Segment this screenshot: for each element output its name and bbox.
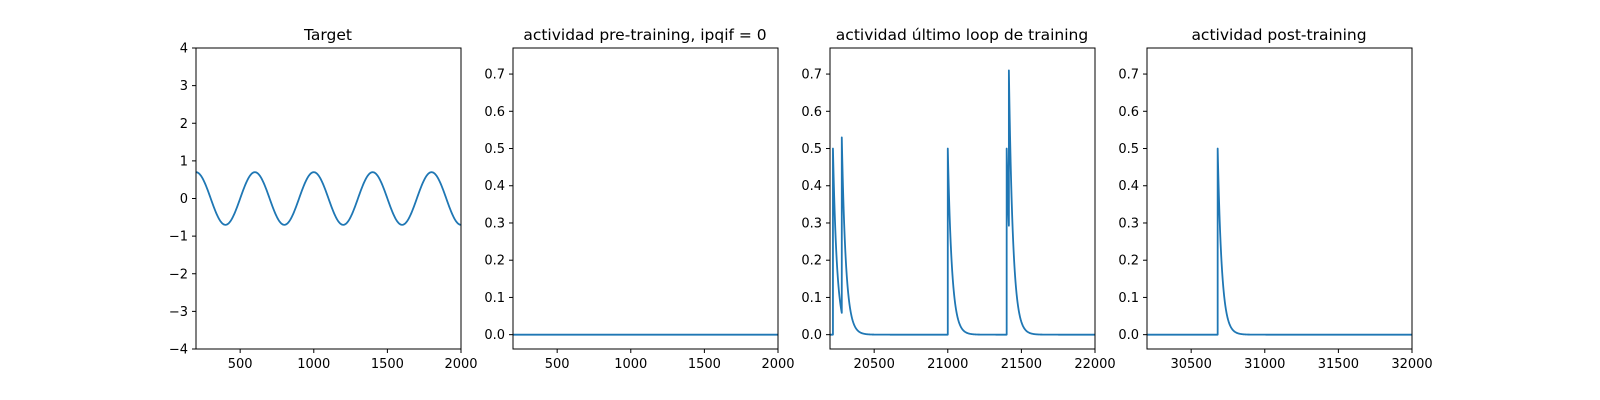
y-tick-label: 0.6 — [801, 105, 822, 120]
y-tick-label: 0.2 — [484, 254, 505, 269]
y-tick-label: 0.5 — [484, 142, 505, 157]
series-line — [830, 69, 1095, 336]
panel-title: actividad pre-training, ipqif = 0 — [523, 26, 766, 44]
y-tick-label: 0.4 — [484, 179, 505, 194]
series-line — [196, 171, 461, 226]
y-tick-label: 0.1 — [801, 291, 822, 306]
y-tick-label: 0.2 — [801, 254, 822, 269]
y-tick-label: 0.6 — [484, 105, 505, 120]
x-tick-label: 1500 — [688, 357, 721, 372]
y-tick-label: 2 — [180, 117, 188, 132]
x-tick-label: 2000 — [761, 357, 794, 372]
target-panel: Target 500 1000 1500 2000 −4 −3 −2 −1 0 1 2 3 4 — [169, 26, 478, 372]
x-tick-label: 30500 — [1170, 357, 1211, 372]
y-tick-label: 0.0 — [484, 328, 505, 343]
y-tick-label: −4 — [169, 343, 188, 358]
y-tick-label: 0.5 — [801, 142, 822, 157]
x-tick-label: 21500 — [1001, 357, 1042, 372]
y-tick-label: 0.3 — [484, 216, 505, 231]
axes-frame — [829, 47, 1096, 350]
x-tick-label: 2000 — [444, 357, 477, 372]
panel-title: Target — [303, 26, 352, 44]
y-tick-label: 0.1 — [484, 291, 505, 306]
y-tick-label: 0.1 — [1118, 291, 1139, 306]
y-tick-label: 4 — [180, 42, 188, 57]
x-tick-label: 1000 — [614, 357, 647, 372]
y-tick-label: 0.3 — [1118, 216, 1139, 231]
y-tick-label: 0 — [180, 192, 188, 207]
series-line — [1147, 147, 1412, 336]
x-tick-label: 20500 — [853, 357, 894, 372]
x-tick-label: 31000 — [1244, 357, 1285, 372]
y-tick-label: 0.2 — [1118, 254, 1139, 269]
x-tick-label: 31500 — [1318, 357, 1359, 372]
y-tick-label: 0.5 — [1118, 142, 1139, 157]
y-tick-label: −3 — [169, 305, 188, 320]
y-tick-label: 0.7 — [801, 68, 822, 83]
y-tick-label: 1 — [180, 154, 188, 169]
x-tick-label: 22000 — [1074, 357, 1115, 372]
y-tick-label: 0.3 — [801, 216, 822, 231]
x-tick-label: 1000 — [297, 357, 330, 372]
y-tick-label: 0.4 — [801, 179, 822, 194]
y-tick-label: −2 — [169, 267, 188, 282]
x-tick-label: 32000 — [1391, 357, 1432, 372]
y-tick-label: 0.0 — [801, 328, 822, 343]
y-tick-label: 0.7 — [1118, 68, 1139, 83]
post-training-panel: actividad post-training 30500 31000 31500 3… — [1118, 26, 1432, 372]
panel-title: actividad último loop de training — [836, 26, 1088, 44]
last-training-loop-panel: actividad último loop de training 20500 2… — [801, 26, 1115, 372]
axes-frame — [1146, 47, 1413, 350]
panel-title: actividad post-training — [1191, 26, 1366, 44]
y-tick-label: −1 — [169, 230, 188, 245]
y-tick-label: 0.4 — [1118, 179, 1139, 194]
y-tick-label: 3 — [180, 79, 188, 94]
axes-frame — [512, 47, 779, 350]
pre-training-panel: actividad pre-training, ipqif = 0 500 100… — [484, 26, 794, 372]
x-tick-label: 500 — [228, 357, 253, 372]
x-tick-label: 21000 — [927, 357, 968, 372]
y-tick-label: 0.0 — [1118, 328, 1139, 343]
x-tick-label: 1500 — [371, 357, 404, 372]
y-tick-label: 0.6 — [1118, 105, 1139, 120]
y-tick-label: 0.7 — [484, 68, 505, 83]
x-tick-label: 500 — [545, 357, 570, 372]
